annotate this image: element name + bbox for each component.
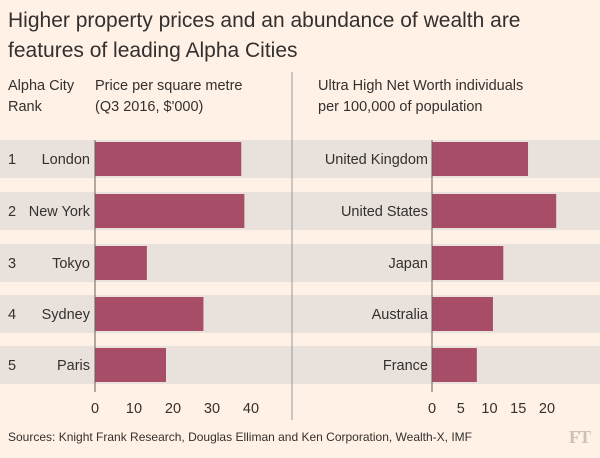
chart-title: Higher property prices and an abundance … [8,9,521,62]
price-tick-label: 0 [91,401,99,417]
rank-label: 4 [8,307,16,323]
uhnw-tick-label: 5 [457,401,465,417]
price-bar-tokyo [95,246,147,280]
uhnw-bar-united-states [432,194,557,228]
uhnw-category-label: Australia [372,307,429,323]
price-bar-sydney [95,297,204,331]
source-note: Sources: Knight Frank Research, Douglas … [8,430,472,444]
row-bands [0,140,600,384]
price-tick-label: 40 [243,401,259,417]
price-tick-label: 10 [126,401,142,417]
rank-label: 2 [8,204,16,220]
chart-marks: London 1 New York 2 Tokyo 3 Sydney 4 Paris 5 0 10 20… [8,140,557,417]
price-category-label: London [42,152,90,168]
uhnw-category-label: United Kingdom [325,152,428,168]
uhnw-bar-france [432,348,477,382]
price-category-label: Tokyo [52,256,90,272]
price-bar-paris [95,348,166,382]
price-tick-label: 20 [165,401,181,417]
uhnw-category-label: Japan [388,256,428,272]
uhnw-header: Ultra High Net Worth individuals per 100… [318,78,524,115]
uhnw-category-label: United States [341,204,428,220]
ft-logo: FT [568,427,591,447]
price-header: Price per square metre (Q3 2016, $'000) [95,78,243,115]
rank-header: Alpha City Rank [8,78,75,115]
price-tick-label: 30 [204,401,220,417]
price-bar-london [95,142,242,176]
rank-label: 1 [8,152,16,168]
rank-label: 5 [8,358,16,374]
row-band [0,346,600,384]
rank-label: 3 [8,256,16,272]
uhnw-tick-label: 15 [510,401,526,417]
uhnw-bar-united-kingdom [432,142,529,176]
price-category-label: New York [29,204,91,220]
price-category-label: Paris [57,358,90,374]
uhnw-tick-label: 10 [481,401,497,417]
row-band [0,295,600,333]
price-bar-new-york [95,194,245,228]
row-band [0,244,600,282]
uhnw-bar-japan [432,246,504,280]
uhnw-tick-label: 0 [428,401,436,417]
uhnw-category-label: France [383,358,428,374]
uhnw-bar-australia [432,297,493,331]
uhnw-tick-label: 20 [539,401,555,417]
price-category-label: Sydney [42,307,91,323]
